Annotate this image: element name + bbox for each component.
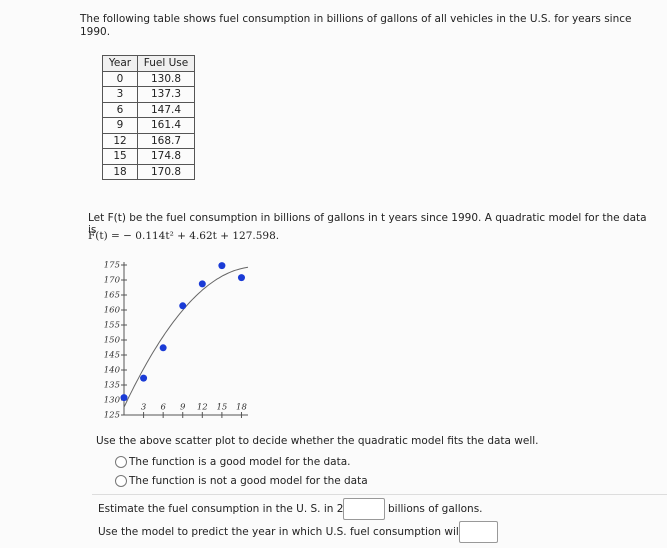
table-cell: 170.8	[137, 163, 195, 180]
model-text: Let F(t) be the fuel consumption in bill…	[88, 212, 647, 236]
separator	[92, 494, 667, 495]
table-row: 15 174.8	[102, 148, 195, 165]
y-tick-label: 135	[104, 381, 120, 391]
x-tick-label: 15	[216, 403, 227, 413]
y-tick-label: 145	[104, 351, 120, 361]
model-curve	[123, 266, 249, 408]
table-cell: 137.3	[137, 86, 195, 103]
x-tick-label: 12	[197, 403, 208, 413]
table-row: 18 170.8	[102, 163, 195, 180]
estimate-unit: billions of gallons.	[388, 503, 483, 515]
y-tick-label: 175	[104, 261, 120, 271]
estimate-prompt: Estimate the fuel consumption in the U. …	[98, 503, 367, 515]
scatter-chart: 125 130 135 140 145 150 155 160 165 170 175 3 6 9 12 15…	[104, 261, 249, 421]
data-point	[120, 394, 128, 402]
table-cell: 161.4	[137, 117, 195, 134]
y-tick-label: 170	[104, 276, 121, 286]
table-row: 6 147.4	[102, 101, 195, 118]
y-tick-label: 155	[104, 321, 120, 331]
table-header: Fuel Use	[137, 55, 195, 72]
y-tick-label: 160	[104, 306, 121, 316]
y-tick-label: 130	[104, 396, 121, 406]
data-point	[159, 344, 167, 352]
question: Use the above scatter plot to decide whe…	[96, 435, 539, 447]
table-cell: 18	[102, 163, 138, 180]
table-row: 3 137.3	[102, 86, 195, 103]
estimate-input[interactable]	[343, 498, 385, 520]
y-tick-label: 150	[104, 336, 121, 346]
y-tick-label: 125	[104, 411, 120, 421]
option-label[interactable]: The function is not a good model for the…	[129, 475, 368, 487]
y-tick-label: 140	[104, 366, 121, 376]
peak-input[interactable]	[459, 521, 498, 543]
y-tick-label: 165	[104, 291, 120, 301]
table-cell: 147.4	[137, 101, 195, 118]
data-point	[237, 274, 245, 282]
formula: F(t) = − 0.114t² + 4.62t + 127.598.	[88, 230, 280, 242]
data-point	[198, 280, 206, 288]
intro-text: The following table shows fuel consumpti…	[80, 13, 632, 38]
radio-button[interactable]	[115, 475, 127, 487]
table-cell: 174.8	[137, 148, 195, 165]
table-cell: 12	[102, 132, 138, 149]
x-tick-label: 9	[180, 403, 186, 413]
peak-prompt: Use the model to predict the year in whi…	[98, 526, 495, 538]
x-tick-label: 3	[141, 403, 146, 413]
x-tick-label: 6	[160, 403, 166, 413]
data-point	[179, 302, 187, 310]
data-point	[218, 262, 226, 270]
data-point	[140, 374, 148, 382]
radio-button[interactable]	[115, 456, 127, 468]
data-table: Year Fuel Use 0 130.8 3 137.3 6 147.4 9 161.4 12 1…	[102, 55, 195, 180]
option-label[interactable]: The function is a good model for the dat…	[129, 456, 351, 468]
x-tick-label: 18	[236, 403, 247, 413]
